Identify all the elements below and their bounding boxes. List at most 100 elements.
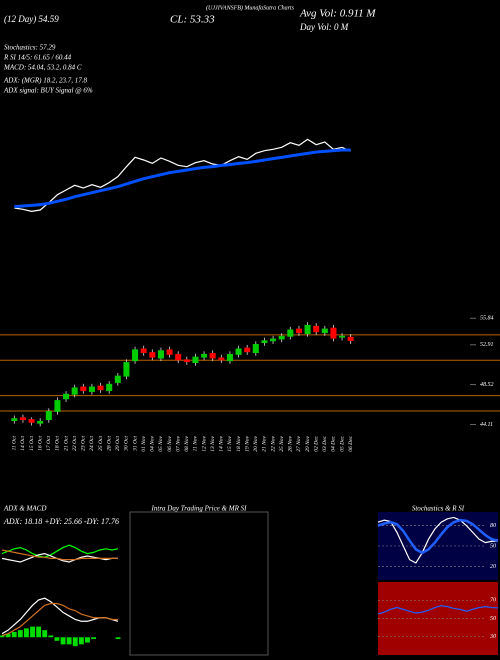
candle-body <box>313 325 320 333</box>
info-text: ADX: (MGR) 18.2, 23.7, 17.8 <box>3 77 88 85</box>
info-text: R SI 14/5: 61.65 / 60.44 <box>3 54 72 62</box>
x-tick-label: 16 Oct <box>37 436 43 451</box>
histogram-bar <box>115 637 121 640</box>
candle-body <box>270 338 277 342</box>
candle-body <box>28 419 35 423</box>
y-tick-label: 50 <box>490 616 496 622</box>
x-tick-label: 15 Nov <box>227 435 233 451</box>
x-tick-label: 11 Nov <box>193 435 199 451</box>
info-text: Avg Vol: 0.911 M <box>299 8 376 20</box>
histogram-bar <box>85 637 90 643</box>
candle-body <box>71 387 78 395</box>
indicator-line <box>1 602 118 637</box>
x-tick-label: 05 Dec <box>339 435 345 451</box>
x-tick-label: 01 Nov <box>141 435 147 451</box>
candle-body <box>19 417 26 421</box>
candle-body <box>63 393 70 400</box>
candle-body <box>347 336 354 341</box>
x-tick-label: 06 Nov <box>167 435 173 451</box>
info-text: MACD: 54.04, 53.2, 0.84 C <box>3 64 82 72</box>
info-text: CL: 53.33 <box>170 14 215 26</box>
x-tick-label: 28 Oct <box>106 436 112 451</box>
indicator-line <box>377 605 499 615</box>
x-tick-label: 20 Nov <box>253 435 259 451</box>
adx-values: ADX: 18.18 +DY: 25.66 -DY: 17.76 <box>3 517 119 526</box>
x-tick-label: 29 Nov <box>305 435 311 451</box>
y-tick-label: 20 <box>490 564 496 570</box>
x-tick-label: 04 Nov <box>149 435 156 451</box>
x-tick-label: 14 Nov <box>218 435 225 451</box>
x-tick-label: 30 Oct <box>124 436 130 452</box>
indicator-line <box>377 516 499 564</box>
x-tick-label: 22 Oct <box>72 436 78 451</box>
histogram-bar <box>48 635 54 638</box>
candle-body <box>175 353 182 361</box>
x-tick-label: 06 Dec <box>348 435 354 451</box>
histogram-bar <box>42 630 48 638</box>
x-tick-label: 08 Nov <box>184 435 190 451</box>
histogram-bar <box>78 637 84 645</box>
candle-body <box>45 410 52 421</box>
histogram-bar <box>91 637 97 640</box>
candle-body <box>166 349 173 355</box>
x-tick-label: 02 Dec <box>313 435 319 451</box>
candle-body <box>226 353 233 362</box>
histogram-bar <box>54 637 60 641</box>
x-tick-label: 31 Oct <box>132 436 138 452</box>
info-text: (12 Day) 54.59 <box>4 14 59 24</box>
candle-body <box>218 357 225 361</box>
y-tick-label: 55.84 <box>480 315 494 322</box>
y-tick-label: 52.91 <box>480 342 494 348</box>
candle-body <box>287 329 294 337</box>
x-tick-label: 29 Oct <box>115 436 121 451</box>
indicator-line <box>377 518 499 555</box>
candle-body <box>304 324 311 335</box>
candle-body <box>339 335 346 338</box>
info-text: Day Vol: 0 M <box>299 22 349 32</box>
x-tick-label: 12 Nov <box>201 435 207 451</box>
candle-body <box>114 375 121 383</box>
x-tick-label: 17 Oct <box>46 436 52 451</box>
info-text: Stochastics: 57.29 <box>4 44 56 52</box>
candle-body <box>252 343 259 354</box>
y-tick-label: 50 <box>490 543 496 549</box>
candle-body <box>37 420 44 424</box>
stoch-title: Stochastics & R SI <box>412 505 465 513</box>
histogram-bar <box>0 635 5 638</box>
candle-body <box>157 350 164 359</box>
histogram-bar <box>5 633 11 638</box>
candle-body <box>235 348 242 355</box>
candle-body <box>80 386 87 392</box>
candle-body <box>295 328 302 334</box>
x-tick-label: 23 Oct <box>81 436 87 451</box>
y-tick-label: 30 <box>489 634 496 640</box>
candle-body <box>88 386 95 392</box>
histogram-bar <box>30 626 35 638</box>
x-tick-label: 15 Oct <box>29 436 35 451</box>
candle-body <box>330 327 337 339</box>
candle-body <box>11 418 18 421</box>
y-tick-label: 70 <box>490 598 496 604</box>
candle-body <box>132 349 139 362</box>
price-line <box>14 138 351 212</box>
candle-body <box>244 347 251 353</box>
chart-title: (UJJIVANSFB) MunafaSutra Charts <box>206 4 295 11</box>
candle-body <box>123 362 130 377</box>
candle-body <box>149 352 156 358</box>
intraday-panel <box>129 511 269 656</box>
x-tick-label: 19 Nov <box>244 435 250 451</box>
histogram-bar <box>11 631 17 638</box>
x-tick-label: 21 Oct <box>63 436 69 451</box>
x-tick-label: 14 Oct <box>19 436 26 451</box>
candle-body <box>209 353 216 359</box>
candle-body <box>201 353 208 358</box>
candle-body <box>321 328 328 334</box>
x-tick-label: 07 Nov <box>175 435 181 451</box>
x-tick-label: 24 Oct <box>88 436 95 451</box>
intraday-title: Intra Day Trading Price & MR SI <box>151 505 248 513</box>
x-tick-label: 22 Nov <box>270 435 276 451</box>
x-tick-label: 18 Nov <box>236 435 242 451</box>
candle-body <box>54 400 61 412</box>
candle-body <box>106 383 113 392</box>
